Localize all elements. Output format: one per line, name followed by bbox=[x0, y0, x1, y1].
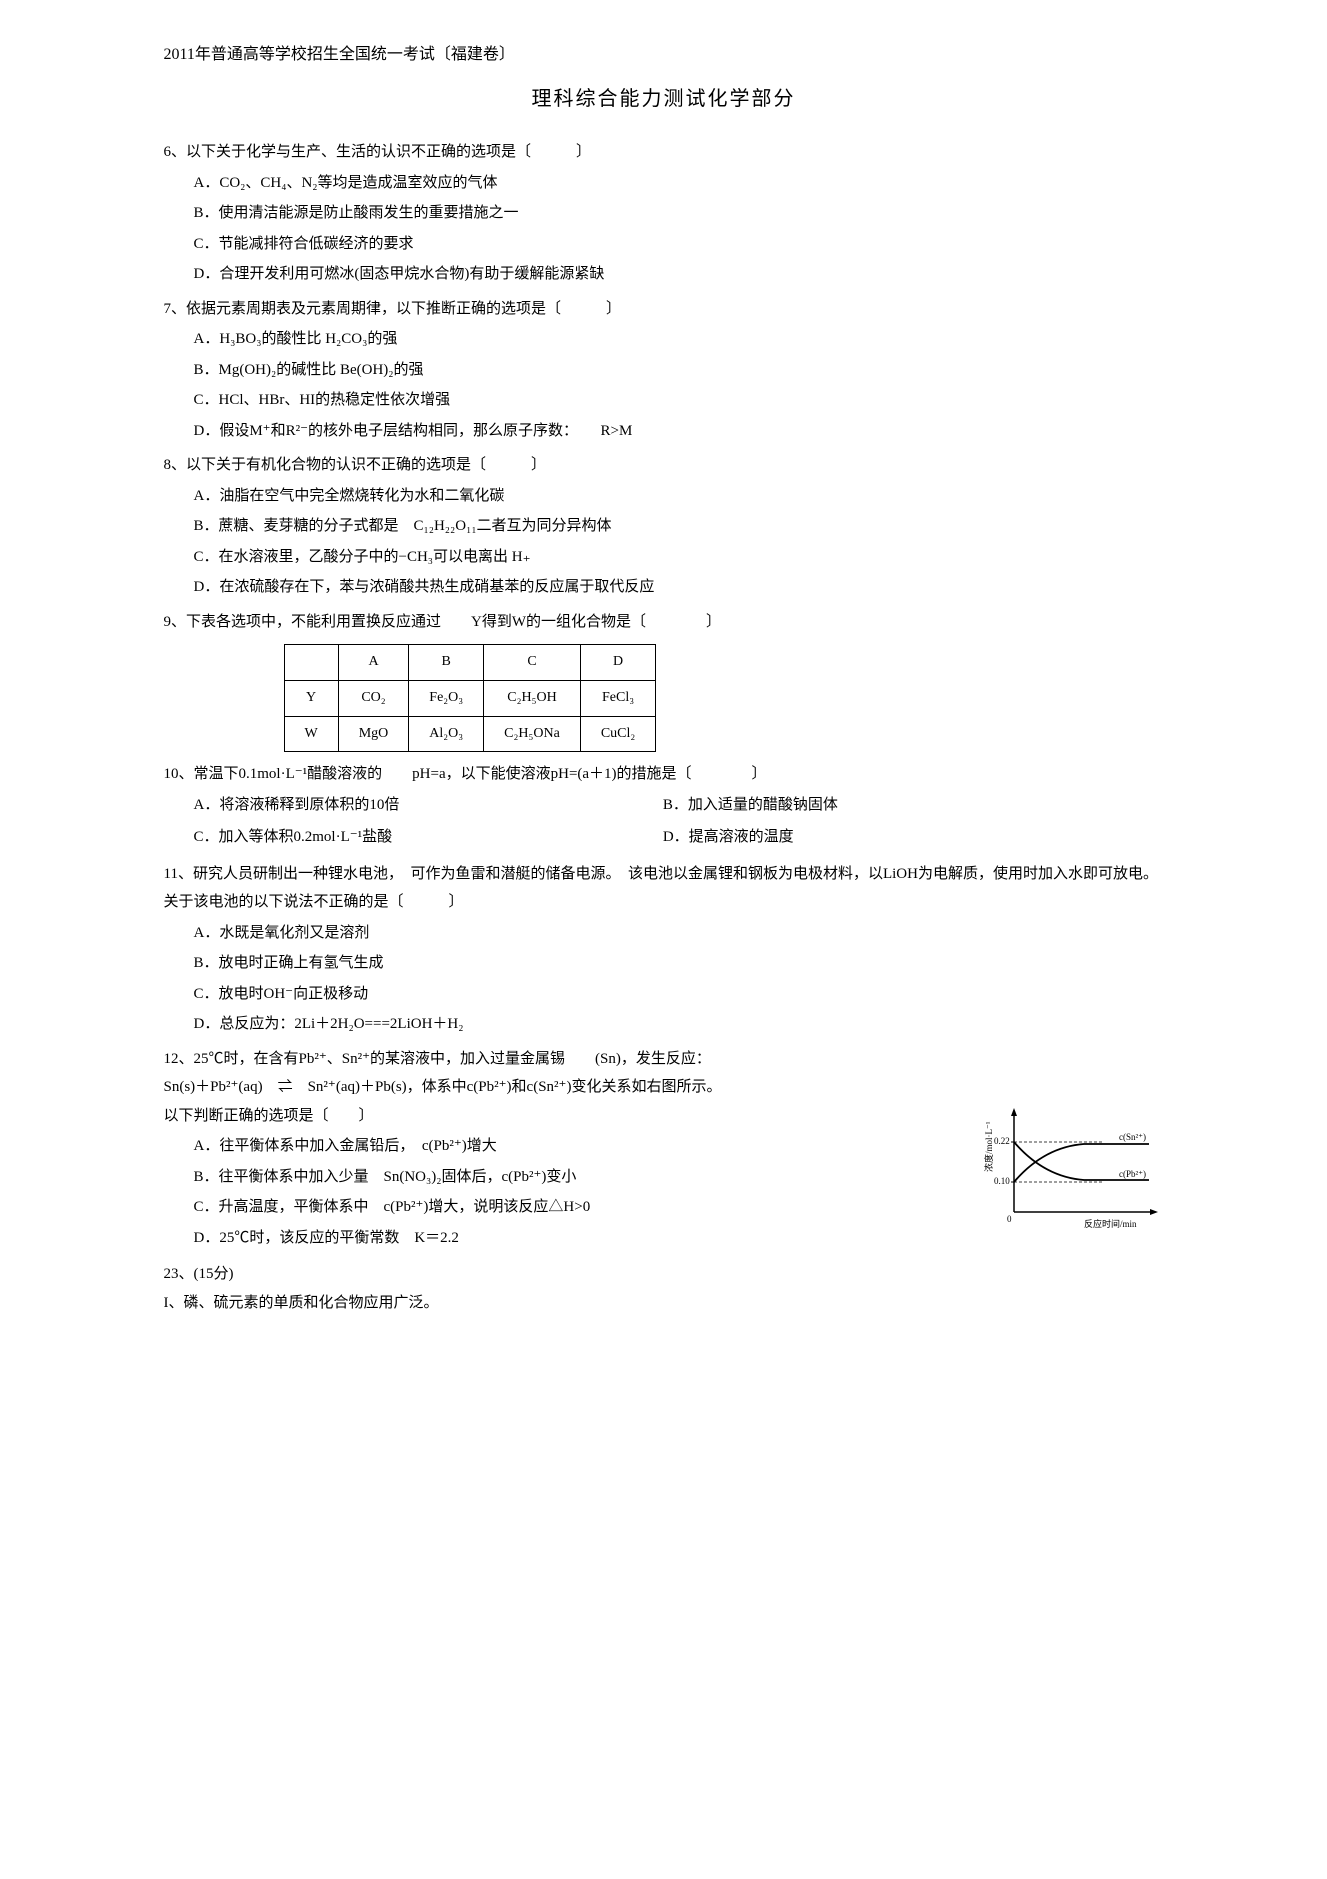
q7-option-d: D．假设M⁺和R²⁻的核外电子层结构相同，那么原子序数： R>M bbox=[194, 417, 1164, 446]
q9-h3: C bbox=[484, 645, 581, 681]
q8-option-c: C．在水溶液里，乙酸分子中的−CH₃可以电离出 H₊ bbox=[194, 543, 1164, 572]
question-10: 10、常温下0.1mol·L⁻¹醋酸溶液的 pH=a，以下能使溶液pH=(a＋1… bbox=[164, 760, 1164, 854]
q9-w0: W bbox=[284, 716, 338, 752]
exam-subtitle: 理科综合能力测试化学部分 bbox=[164, 80, 1164, 118]
q23-part1: I、磷、硫元素的单质和化合物应用广泛。 bbox=[164, 1289, 1164, 1318]
q6-option-a: A．CO₂、CH₄、N₂等均是造成温室效应的气体 bbox=[194, 169, 1164, 198]
question-12: 12、25℃时，在含有Pb²⁺、Sn²⁺的某溶液中，加入过量金属锡 (Sn)，发… bbox=[164, 1045, 1164, 1255]
label-pb: c(Pb²⁺) bbox=[1119, 1169, 1146, 1179]
chart-tick-010: 0.10 bbox=[994, 1176, 1010, 1186]
q8-option-d: D．在浓硫酸存在下，苯与浓硝酸共热生成硝基苯的反应属于取代反应 bbox=[194, 573, 1164, 602]
q9-y0: Y bbox=[284, 680, 338, 716]
q10-option-b: B．加入适量的醋酸钠固体 bbox=[663, 791, 1129, 820]
q7-option-a: A．H₃BO₃的酸性比 H₂CO₃的强 bbox=[194, 325, 1164, 354]
q8-option-a: A．油脂在空气中完全燃烧转化为水和二氧化碳 bbox=[194, 482, 1164, 511]
q6-option-c: C．节能减排符合低碳经济的要求 bbox=[194, 230, 1164, 259]
chart-xlabel: 反应时间/min bbox=[1084, 1218, 1137, 1229]
question-8: 8、以下关于有机化合物的认识不正确的选项是〔 〕 A．油脂在空气中完全燃烧转化为… bbox=[164, 451, 1164, 602]
question-6: 6、以下关于化学与生产、生活的认识不正确的选项是〔 〕 A．CO₂、CH₄、N₂… bbox=[164, 138, 1164, 289]
q10-option-a: A．将溶液稀释到原体积的10倍 bbox=[194, 791, 660, 820]
question-9: 9、下表各选项中，不能利用置换反应通过 Y得到W的一组化合物是〔 〕 A B C… bbox=[164, 608, 1164, 752]
q11-option-d: D．总反应为：2Li＋2H₂O===2LiOH＋H₂ bbox=[194, 1010, 1164, 1039]
q12-chart: 浓度/mol·L⁻¹ 反应时间/min 0.22 0.10 0 c(Sn²⁺) … bbox=[984, 1102, 1164, 1232]
q11-option-c: C．放电时OH⁻向正极移动 bbox=[194, 980, 1164, 1009]
q9-h1: A bbox=[338, 645, 409, 681]
label-sn: c(Sn²⁺) bbox=[1119, 1132, 1146, 1142]
q6-option-d: D．合理开发利用可燃冰(固态甲烷水合物)有助于缓解能源紧缺 bbox=[194, 260, 1164, 289]
q9-w1: MgO bbox=[338, 716, 409, 752]
q8-stem: 8、以下关于有机化合物的认识不正确的选项是〔 〕 bbox=[164, 451, 1164, 480]
chart-ylabel: 浓度/mol·L⁻¹ bbox=[984, 1121, 994, 1172]
q12-stem1: 12、25℃时，在含有Pb²⁺、Sn²⁺的某溶液中，加入过量金属锡 (Sn)，发… bbox=[164, 1045, 1164, 1074]
q7-stem: 7、依据元素周期表及元素周期律，以下推断正确的选项是〔 〕 bbox=[164, 295, 1164, 324]
q12-eq: Sn(s)＋Pb²⁺(aq) ⇌ Sn²⁺(aq)＋Pb(s)，体系中c(Pb²… bbox=[164, 1073, 1164, 1102]
q9-y1: CO₂ bbox=[338, 680, 409, 716]
q11-option-a: A．水既是氧化剂又是溶剂 bbox=[194, 919, 1164, 948]
question-7: 7、依据元素周期表及元素周期律，以下推断正确的选项是〔 〕 A．H₃BO₃的酸性… bbox=[164, 295, 1164, 446]
q11-stem: 11、研究人员研制出一种锂水电池， 可作为鱼雷和潜艇的储备电源。 该电池以金属锂… bbox=[164, 860, 1164, 917]
q6-stem: 6、以下关于化学与生产、生活的认识不正确的选项是〔 〕 bbox=[164, 138, 1164, 167]
q9-y4: FeCl₃ bbox=[580, 680, 655, 716]
q9-table: A B C D Y CO₂ Fe₂O₃ C₂H₅OH FeCl₃ W MgO A… bbox=[284, 644, 657, 752]
q9-w3: C₂H₅ONa bbox=[484, 716, 581, 752]
q23-stem: 23、(15分) bbox=[164, 1260, 1164, 1289]
chart-origin: 0 bbox=[1007, 1214, 1012, 1224]
q9-stem: 9、下表各选项中，不能利用置换反应通过 Y得到W的一组化合物是〔 〕 bbox=[164, 608, 1164, 637]
q9-y3: C₂H₅OH bbox=[484, 680, 581, 716]
q9-h0 bbox=[284, 645, 338, 681]
q9-h4: D bbox=[580, 645, 655, 681]
q9-w4: CuCl₂ bbox=[580, 716, 655, 752]
q10-stem: 10、常温下0.1mol·L⁻¹醋酸溶液的 pH=a，以下能使溶液pH=(a＋1… bbox=[164, 760, 1164, 789]
q9-y2: Fe₂O₃ bbox=[409, 680, 484, 716]
q7-option-b: B．Mg(OH)₂的碱性比 Be(OH)₂的强 bbox=[194, 356, 1164, 385]
q10-option-d: D．提高溶液的温度 bbox=[663, 823, 1129, 852]
question-11: 11、研究人员研制出一种锂水电池， 可作为鱼雷和潜艇的储备电源。 该电池以金属锂… bbox=[164, 860, 1164, 1039]
q6-option-b: B．使用清洁能源是防止酸雨发生的重要措施之一 bbox=[194, 199, 1164, 228]
q11-option-b: B．放电时正确上有氢气生成 bbox=[194, 949, 1164, 978]
chart-tick-022: 0.22 bbox=[994, 1136, 1010, 1146]
q10-option-c: C．加入等体积0.2mol·L⁻¹盐酸 bbox=[194, 823, 660, 852]
concentration-chart-svg: 浓度/mol·L⁻¹ 反应时间/min 0.22 0.10 0 c(Sn²⁺) … bbox=[984, 1102, 1164, 1232]
q7-option-c: C．HCl、HBr、HI的热稳定性依次增强 bbox=[194, 386, 1164, 415]
question-23: 23、(15分) I、磷、硫元素的单质和化合物应用广泛。 bbox=[164, 1260, 1164, 1317]
q9-w2: Al₂O₃ bbox=[409, 716, 484, 752]
q8-option-b: B．蔗糖、麦芽糖的分子式都是 C₁₂H₂₂O₁₁二者互为同分异构体 bbox=[194, 512, 1164, 541]
exam-title: 2011年普通高等学校招生全国统一考试〔福建卷〕 bbox=[164, 40, 1164, 70]
q9-h2: B bbox=[409, 645, 484, 681]
